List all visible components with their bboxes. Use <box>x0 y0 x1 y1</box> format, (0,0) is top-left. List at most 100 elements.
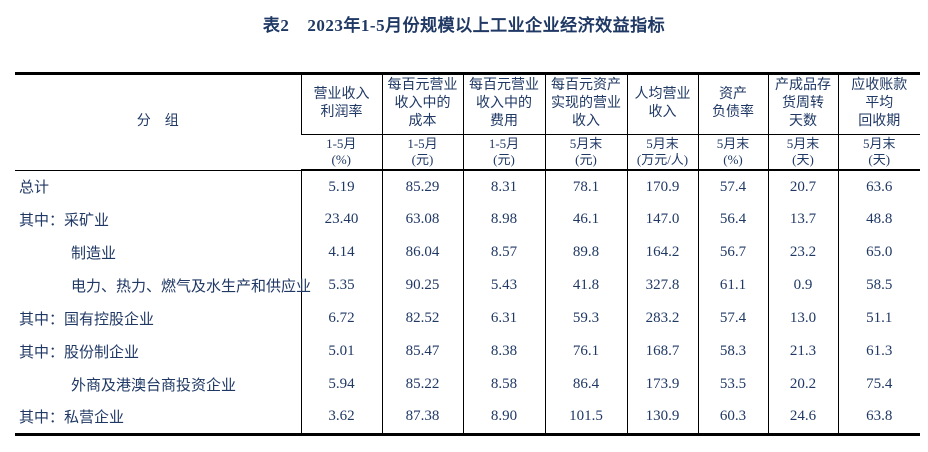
header-row-units: 1-5月 (%) 1-5月 (元) 1-5月 (元) 5月末 (元) 5月末 (… <box>15 134 920 172</box>
unit-profit-margin: 1-5月 (%) <box>301 134 382 172</box>
value-cell: 78.1 <box>544 170 627 204</box>
value-cell: 3.62 <box>300 401 382 435</box>
column-header-revenue-per-100-assets: 每百元资产 实现的营业 收入 <box>544 73 627 135</box>
value-cell: 63.6 <box>837 170 920 204</box>
column-header-profit-margin: 营业收入 利润率 <box>300 73 382 135</box>
column-header-inventory-turnover: 产成品存 货周转 天数 <box>767 73 838 135</box>
value-cell: 57.4 <box>697 170 768 204</box>
table-title-text: 2023年1-5月份规模以上工业企业经济效益指标 <box>307 16 666 35</box>
table-row-total: 总计 5.19 85.29 8.31 78.1 170.9 57.4 20.7 … <box>15 170 920 204</box>
value-cell: 5.01 <box>300 335 382 369</box>
value-cell: 82.52 <box>381 302 463 336</box>
value-cell: 90.25 <box>381 269 463 303</box>
unit-cost-per-100: 1-5月 (元) <box>381 134 463 172</box>
value-cell: 5.43 <box>462 269 545 303</box>
value-cell: 65.0 <box>837 236 920 270</box>
value-cell: 75.4 <box>837 368 920 402</box>
unit-revenue-per-100-assets: 5月末 (元) <box>544 134 627 172</box>
value-cell: 5.19 <box>300 170 382 204</box>
value-cell: 86.04 <box>381 236 463 270</box>
value-cell: 76.1 <box>544 335 627 369</box>
table-row-state-owned: 其中：国有控股企业 6.72 82.52 6.31 59.3 283.2 57.… <box>15 302 920 336</box>
value-cell: 23.40 <box>300 203 382 237</box>
value-cell: 48.8 <box>837 203 920 237</box>
economic-indicators-table: 分 组 营业收入 利润率 每百元营业 收入中的 成本 每百元营业 收入中的 费用… <box>15 72 920 436</box>
value-cell: 59.3 <box>544 302 627 336</box>
value-cell: 4.14 <box>300 236 382 270</box>
column-header-group: 分 组 <box>15 73 301 171</box>
value-cell: 85.22 <box>381 368 463 402</box>
value-cell: 21.3 <box>767 335 838 369</box>
value-cell: 63.08 <box>381 203 463 237</box>
column-header-revenue-per-capita: 人均营业 收入 <box>626 73 698 135</box>
value-cell: 56.4 <box>697 203 768 237</box>
value-cell: 5.94 <box>300 368 382 402</box>
value-cell: 89.8 <box>544 236 627 270</box>
table-header: 分 组 营业收入 利润率 每百元营业 收入中的 成本 每百元营业 收入中的 费用… <box>15 73 920 172</box>
value-cell: 8.90 <box>462 401 545 435</box>
value-cell: 130.9 <box>626 401 698 435</box>
value-cell: 58.3 <box>697 335 768 369</box>
value-cell: 8.57 <box>462 236 545 270</box>
value-cell: 86.4 <box>544 368 627 402</box>
value-cell: 13.0 <box>767 302 838 336</box>
value-cell: 20.7 <box>767 170 838 204</box>
unit-expense-per-100: 1-5月 (元) <box>462 134 545 172</box>
value-cell: 51.1 <box>837 302 920 336</box>
unit-debt-ratio: 5月末 (%) <box>697 134 768 172</box>
value-cell: 8.58 <box>462 368 545 402</box>
value-cell: 8.98 <box>462 203 545 237</box>
value-cell: 8.38 <box>462 335 545 369</box>
table-body: 总计 5.19 85.29 8.31 78.1 170.9 57.4 20.7 … <box>15 170 920 435</box>
row-label: 其中：股份制企业 <box>19 345 140 362</box>
column-header-debt-ratio: 资产 负债率 <box>697 73 768 135</box>
value-cell: 101.5 <box>544 401 627 435</box>
unit-revenue-per-capita: 5月末 (万元/人) <box>626 134 698 172</box>
value-cell: 20.2 <box>767 368 838 402</box>
value-cell: 327.8 <box>626 269 698 303</box>
value-cell: 53.5 <box>697 368 768 402</box>
value-cell: 147.0 <box>626 203 698 237</box>
row-label: 外商及港澳台商投资企业 <box>71 378 237 395</box>
value-cell: 8.31 <box>462 170 545 204</box>
column-header-cost-per-100: 每百元营业 收入中的 成本 <box>381 73 463 135</box>
row-label: 总计 <box>19 180 50 197</box>
row-label: 其中：私营企业 <box>19 410 125 427</box>
table-row-foreign-invested: 外商及港澳台商投资企业 5.94 85.22 8.58 86.4 173.9 5… <box>15 368 920 402</box>
column-header-expense-per-100: 每百元营业 收入中的 费用 <box>462 73 545 135</box>
unit-receivables-period: 5月末 (天) <box>837 134 920 172</box>
row-label: 其中：国有控股企业 <box>19 312 155 329</box>
value-cell: 0.9 <box>767 269 838 303</box>
header-row-titles: 分 组 营业收入 利润率 每百元营业 收入中的 成本 每百元营业 收入中的 费用… <box>15 73 920 171</box>
value-cell: 85.29 <box>381 170 463 204</box>
value-cell: 61.1 <box>697 269 768 303</box>
value-cell: 57.4 <box>697 302 768 336</box>
value-cell: 85.47 <box>381 335 463 369</box>
row-label: 制造业 <box>71 246 117 263</box>
value-cell: 168.7 <box>626 335 698 369</box>
value-cell: 41.8 <box>544 269 627 303</box>
value-cell: 60.3 <box>697 401 768 435</box>
value-cell: 283.2 <box>626 302 698 336</box>
row-label: 其中：采矿业 <box>19 213 110 230</box>
value-cell: 173.9 <box>626 368 698 402</box>
table-row-utilities: 电力、热力、燃气及水生产和供应业 5.35 90.25 5.43 41.8 32… <box>15 269 920 303</box>
value-cell: 58.5 <box>837 269 920 303</box>
value-cell: 13.7 <box>767 203 838 237</box>
value-cell: 23.2 <box>767 236 838 270</box>
value-cell: 87.38 <box>381 401 463 435</box>
value-cell: 6.31 <box>462 302 545 336</box>
row-label: 电力、热力、燃气及水生产和供应业 <box>71 279 312 296</box>
table-number-label: 表2 <box>262 16 290 35</box>
column-header-receivables-period: 应收账款 平均 回收期 <box>837 73 920 135</box>
value-cell: 63.8 <box>837 401 920 435</box>
table-row-joint-stock: 其中：股份制企业 5.01 85.47 8.38 76.1 168.7 58.3… <box>15 335 920 369</box>
value-cell: 164.2 <box>626 236 698 270</box>
value-cell: 61.3 <box>837 335 920 369</box>
value-cell: 24.6 <box>767 401 838 435</box>
unit-inventory-turnover: 5月末 (天) <box>767 134 838 172</box>
value-cell: 170.9 <box>626 170 698 204</box>
table-row-private: 其中：私营企业 3.62 87.38 8.90 101.5 130.9 60.3… <box>15 401 920 435</box>
value-cell: 56.7 <box>697 236 768 270</box>
